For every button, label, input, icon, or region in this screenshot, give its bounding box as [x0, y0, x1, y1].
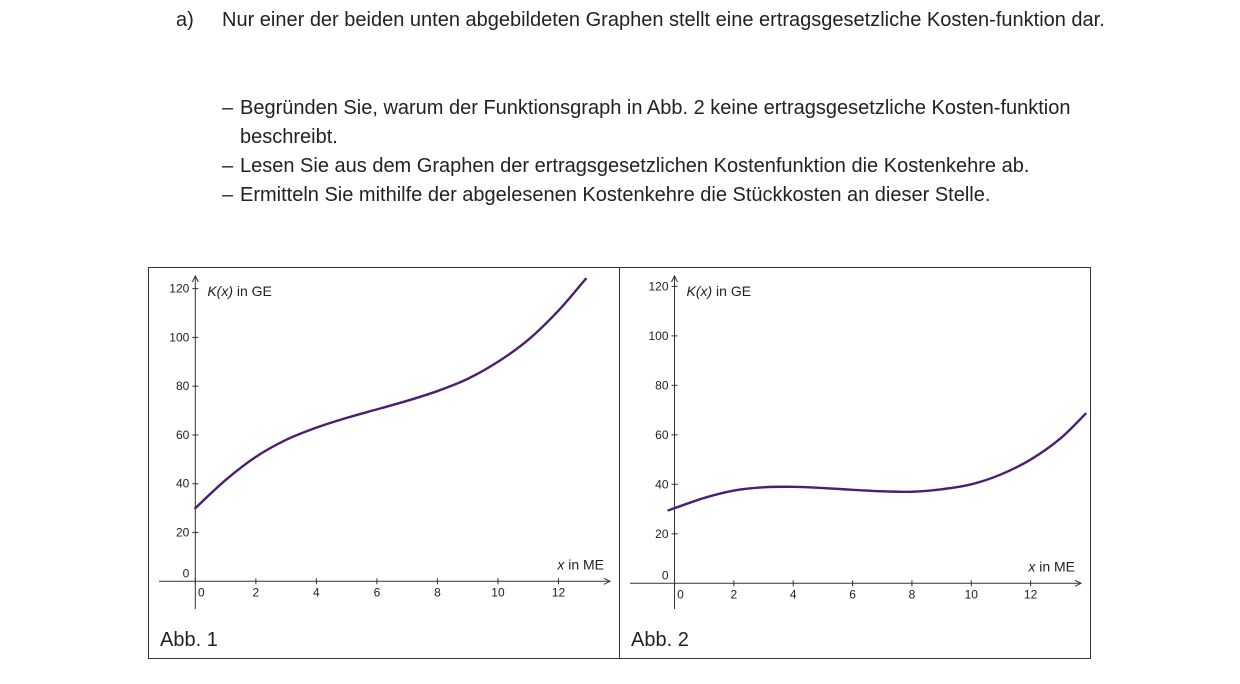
x-axis-arrow	[603, 577, 612, 585]
x-tick-label: 6	[849, 587, 856, 601]
x-tick-label: 2	[731, 587, 738, 601]
y-tick-label: 0	[662, 568, 669, 582]
y-tick-label: 100	[648, 329, 668, 343]
y-tick-label: 80	[655, 378, 669, 392]
bullet-text: Begründen Sie, warum der Funktionsgraph …	[240, 97, 1071, 148]
y-tick-label: 20	[655, 527, 669, 541]
x-tick-label: 8	[909, 587, 916, 601]
y-tick-label: 120	[648, 279, 668, 293]
y-tick-label: 100	[169, 330, 189, 344]
bullet-item: – Ermitteln Sie mithilfe der abgelesenen…	[222, 181, 1122, 210]
task-label: a)	[176, 9, 194, 31]
y-axis-label: K(x) in GE	[207, 283, 272, 299]
y-axis-arrow	[671, 274, 678, 283]
y-tick-label: 120	[169, 282, 189, 296]
y-tick-label: 60	[655, 428, 669, 442]
cost-function-curve	[667, 412, 1087, 512]
x-tick-label: 4	[313, 585, 320, 599]
bullet-dash: –	[222, 155, 234, 177]
bullet-item: – Lesen Sie aus dem Graphen der ertragsg…	[222, 152, 1122, 181]
bullet-item: – Begründen Sie, warum der Funktionsgrap…	[222, 94, 1122, 152]
y-tick-label: 60	[176, 428, 190, 442]
x-axis-label: x in ME	[1027, 558, 1075, 574]
y-tick-label: 0	[183, 566, 190, 580]
x-tick-label: 8	[434, 585, 441, 599]
x-tick-label: 6	[374, 585, 381, 599]
figure-caption: Abb. 1	[160, 629, 218, 651]
figure-caption: Abb. 2	[631, 629, 689, 651]
x-tick-label: 0	[677, 587, 684, 601]
figure-panel-abb2: 0 2 4 6 8 10 12 0 20 40 60 80 100 120 K(x) in GE x in M…	[620, 268, 1090, 658]
y-tick-label: 40	[655, 477, 669, 491]
cost-function-curve	[194, 277, 587, 510]
y-tick-label: 40	[176, 477, 190, 491]
figure-panel-abb1: 0 2 4 6 8 10 12 0 20 40 60 80 100 120 K(x) in GE x in M…	[149, 268, 619, 658]
figure-frame: 0 2 4 6 8 10 12 0 20 40 60 80 100 120 K(x) in GE x in M…	[148, 267, 1091, 659]
bullet-text: Ermitteln Sie mithilfe der abgelesenen K…	[240, 184, 991, 206]
x-tick-label: 4	[790, 587, 797, 601]
y-axis-label: K(x) in GE	[687, 283, 752, 299]
y-tick-label: 80	[176, 379, 190, 393]
x-tick-label: 2	[253, 585, 260, 599]
y-tick-label: 20	[176, 526, 190, 540]
x-axis-label: x in ME	[556, 556, 604, 572]
task-bullets: – Begründen Sie, warum der Funktionsgrap…	[222, 94, 1122, 210]
x-tick-label: 12	[1024, 587, 1038, 601]
y-axis-arrow	[191, 274, 199, 283]
x-tick-label: 10	[491, 585, 505, 599]
figure-divider	[619, 268, 620, 658]
x-axis-arrow	[1074, 579, 1083, 587]
bullet-dash: –	[222, 97, 234, 119]
task-intro: Nur einer der beiden unten abgebildeten …	[222, 9, 1105, 31]
x-tick-label: 10	[965, 587, 979, 601]
bullet-text: Lesen Sie aus dem Graphen der ertragsges…	[240, 155, 1030, 177]
bullet-dash: –	[222, 184, 234, 206]
x-tick-label: 12	[552, 585, 566, 599]
x-tick-label: 0	[198, 585, 205, 599]
